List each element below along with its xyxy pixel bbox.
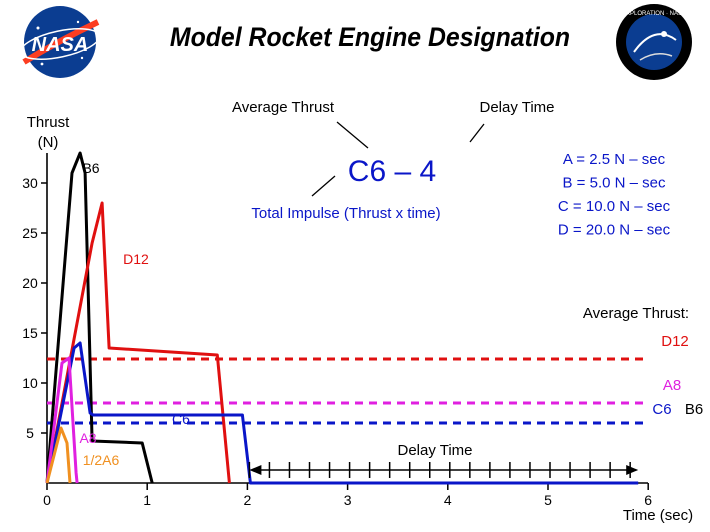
designation-code: C6 – 4 — [348, 155, 436, 188]
average-label-2: C6 — [652, 401, 671, 418]
impulse-class-list: A = 2.5 N – sec B = 5.0 N – sec C = 10.0 N… — [558, 151, 671, 239]
series-label-d12: D12 — [123, 251, 149, 267]
chart-title: Model Rocket Engine Designation — [170, 23, 570, 52]
average-label-2-b: B6 — [685, 401, 703, 418]
nasa-logo-text: NASA — [32, 34, 89, 56]
x-tick-label-3: 3 — [344, 492, 352, 508]
average-thrust-lines: D12 A8 C6 B6 — [47, 333, 703, 425]
delay-time-axis-label: Delay Time — [397, 442, 472, 459]
y-tick-label-10: 10 — [22, 375, 38, 391]
axis-ticks: 0 1 2 3 4 5 6 5 10 15 20 25 30 — [22, 175, 652, 508]
average-label-0: D12 — [661, 333, 689, 350]
average-thrust-pointer — [336, 121, 369, 149]
delay-arrow-left-icon — [249, 465, 262, 475]
total-impulse-label: Total Impulse (Thrust x time) — [251, 205, 440, 222]
x-tick-label-5: 5 — [544, 492, 552, 508]
x-tick-label-1: 1 — [143, 492, 151, 508]
impulse-class-3: D = 20.0 N – sec — [558, 222, 671, 239]
average-thrust-title: Average Thrust: — [583, 305, 689, 322]
average-label-1: A8 — [663, 377, 681, 394]
curve-a8 — [45, 356, 79, 484]
impulse-class-0: A = 2.5 N – sec — [563, 151, 666, 168]
series-label-b6: B6 — [82, 160, 99, 176]
delay-time-marker: Delay Time — [248, 442, 639, 478]
y-tick-label-25: 25 — [22, 225, 38, 241]
impulse-class-2: C = 10.0 N – sec — [558, 198, 671, 215]
y-tick-label-20: 20 — [22, 275, 38, 291]
y-tick-label-15: 15 — [22, 325, 38, 341]
curve-1-2a6 — [45, 426, 72, 484]
thrust-curves — [45, 151, 639, 485]
x-tick-label-6: 6 — [644, 492, 652, 508]
series-label-a8: A8 — [79, 430, 96, 446]
series-labels: B6 D12 C6 A8 1/2A6 — [79, 160, 190, 468]
y-axis-label-line2: (N) — [38, 134, 59, 151]
delay-arrow-right-icon — [626, 465, 639, 475]
series-label-1-2a6: 1/2A6 — [83, 452, 120, 468]
curve-d12 — [45, 201, 231, 484]
x-tick-label-4: 4 — [444, 492, 452, 508]
exploration-logo-icon: EXPLORATION · NASA — [616, 4, 692, 80]
x-tick-label-2: 2 — [244, 492, 252, 508]
nasa-logo-icon: NASA — [20, 6, 100, 78]
y-axis-label-line1: Thrust — [27, 114, 70, 131]
total-impulse-pointer — [311, 175, 336, 197]
delay-time-pointer — [469, 123, 485, 143]
impulse-class-1: B = 5.0 N – sec — [563, 175, 666, 192]
y-tick-label-30: 30 — [22, 175, 38, 191]
delay-time-label: Delay Time — [479, 99, 554, 116]
x-axis-label: Time (sec) — [623, 507, 693, 524]
y-tick-label-5: 5 — [26, 425, 34, 441]
exploration-logo-text: EXPLORATION · NASA — [622, 11, 686, 17]
x-tick-label-0: 0 — [43, 492, 51, 508]
series-label-c6: C6 — [172, 411, 190, 427]
curve-b6 — [45, 151, 154, 484]
average-thrust-label: Average Thrust — [232, 99, 335, 116]
